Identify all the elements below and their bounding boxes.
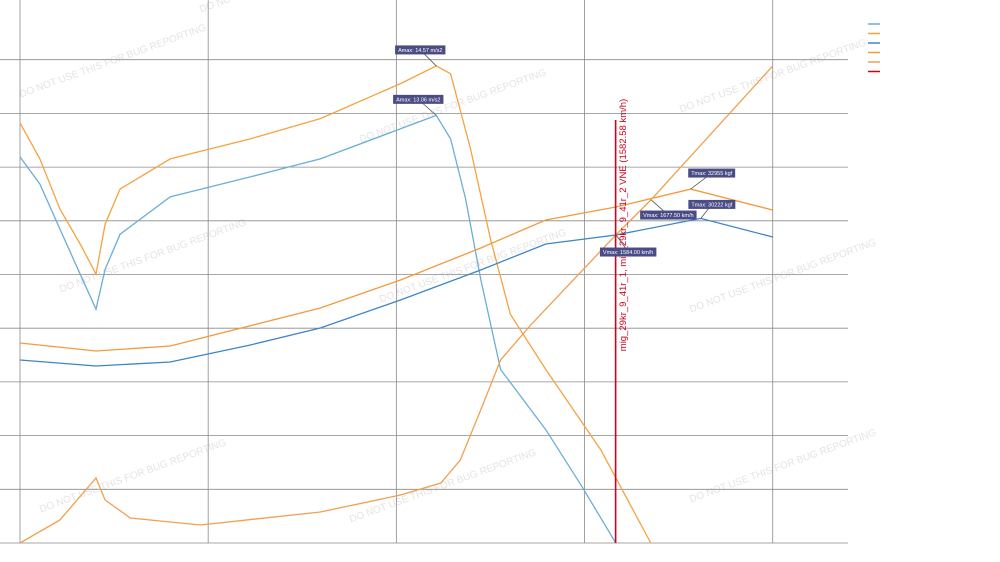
annotation-box (395, 45, 446, 55)
annotation-label: Amax: 14.57 m/s2 (398, 48, 442, 54)
annotation-label: Vmax: 1584.00 km/h (603, 250, 653, 256)
annotation-label: Tmax: 32955 kgf (691, 171, 732, 177)
annotation-box (688, 168, 736, 178)
series-line (19, 65, 652, 544)
annotation-box (599, 247, 657, 257)
annotation-label: Amax: 13.06 m/s2 (396, 97, 440, 103)
series-line (19, 217, 773, 367)
annotation-label: Vmax: 1677.50 km/h (643, 213, 693, 219)
annotation-box (393, 94, 444, 104)
watermark: DO NOT USE THIS FOR BUG REPORTING (688, 427, 878, 505)
watermark: DO NOT USE THIS FOR BUG REPORTING (38, 437, 228, 515)
watermark: DO NOT USE THIS FOR BUG REPORTING (18, 22, 208, 100)
watermark: DO NOT USE THIS FOR BUG REPORTING (198, 0, 388, 15)
annotation-box (688, 199, 736, 209)
series-line (19, 65, 774, 544)
series-line (19, 114, 617, 544)
watermark: DO NOT USE THIS FOR BUG REPORTING (688, 237, 878, 315)
annotation-label: Tmax: 30222 kgf (691, 202, 732, 208)
watermark: DO NOT USE THIS FOR BUG REPORTING (348, 447, 538, 525)
vne-label: mig_29kr_9_41r_1, mig_29kr_9_41r_2 VNE (… (618, 99, 629, 351)
annotation-box (640, 210, 697, 220)
